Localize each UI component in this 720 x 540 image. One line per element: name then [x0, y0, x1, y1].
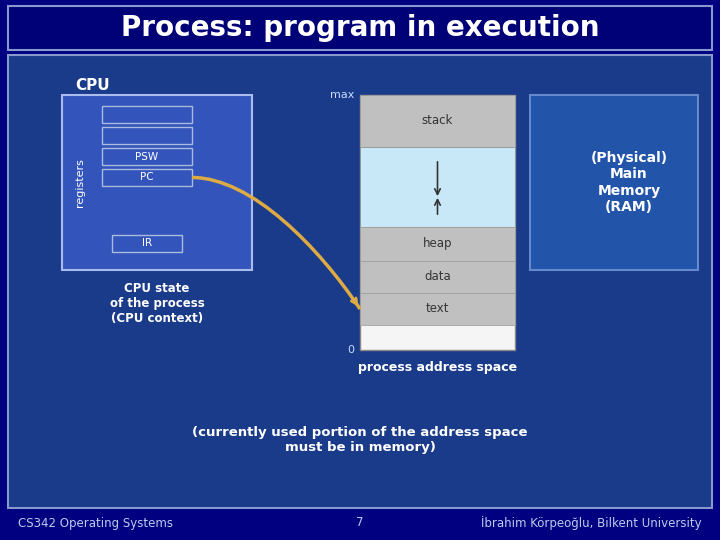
Text: process address space: process address space: [358, 361, 517, 375]
Bar: [360, 147, 515, 227]
Text: (Physical)
Main
Memory
(RAM): (Physical) Main Memory (RAM): [590, 151, 667, 214]
Bar: [62, 95, 252, 270]
Bar: [102, 169, 192, 186]
Text: (currently used portion of the address space
must be in memory): (currently used portion of the address s…: [192, 426, 528, 454]
Bar: [530, 95, 698, 270]
Text: Process: program in execution: Process: program in execution: [121, 14, 599, 42]
Text: registers: registers: [75, 158, 85, 207]
Text: stack: stack: [422, 114, 453, 127]
Bar: [8, 6, 712, 50]
Text: İbrahim Körpeoğlu, Bilkent University: İbrahim Körpeoğlu, Bilkent University: [482, 516, 702, 530]
Bar: [102, 148, 192, 165]
Text: data: data: [424, 271, 451, 284]
Text: 0: 0: [347, 345, 354, 355]
Text: CS342 Operating Systems: CS342 Operating Systems: [18, 516, 173, 530]
Text: CPU state
of the process
(CPU context): CPU state of the process (CPU context): [109, 282, 204, 325]
Bar: [360, 293, 515, 325]
Bar: [102, 106, 192, 123]
Text: max: max: [330, 90, 354, 100]
Text: CPU: CPU: [75, 78, 109, 92]
Text: 7: 7: [356, 516, 364, 530]
Bar: [360, 227, 515, 261]
Bar: [360, 95, 515, 350]
Text: PC: PC: [140, 172, 154, 183]
Bar: [360, 261, 515, 293]
Text: text: text: [426, 302, 449, 315]
Text: IR: IR: [142, 239, 152, 248]
Text: heap: heap: [423, 238, 452, 251]
Bar: [112, 235, 182, 252]
Bar: [360, 95, 515, 147]
Text: PSW: PSW: [135, 152, 158, 161]
Bar: [8, 55, 712, 508]
Bar: [102, 127, 192, 144]
